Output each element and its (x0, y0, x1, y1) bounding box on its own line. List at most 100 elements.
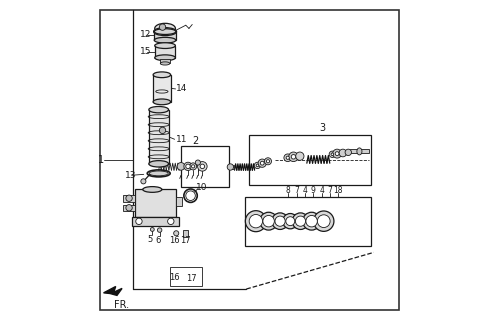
Circle shape (295, 216, 305, 226)
Text: 16: 16 (169, 273, 180, 282)
Circle shape (272, 213, 288, 229)
Circle shape (284, 154, 291, 162)
Circle shape (186, 164, 190, 169)
Bar (245, 197, 371, 246)
Bar (153, 75, 171, 102)
Circle shape (195, 160, 201, 165)
Circle shape (260, 161, 264, 165)
Polygon shape (104, 286, 122, 295)
Circle shape (184, 162, 192, 171)
Circle shape (200, 164, 205, 169)
Ellipse shape (154, 37, 176, 43)
Circle shape (174, 231, 179, 236)
Ellipse shape (153, 99, 171, 105)
Bar (132, 217, 180, 226)
Circle shape (333, 149, 342, 158)
Circle shape (254, 162, 260, 169)
Text: 4: 4 (303, 186, 308, 195)
Circle shape (264, 158, 271, 165)
Ellipse shape (149, 161, 169, 167)
Text: 16: 16 (169, 236, 180, 245)
Circle shape (306, 215, 317, 227)
Text: 5: 5 (148, 235, 153, 244)
Ellipse shape (186, 191, 195, 200)
Bar (160, 59, 170, 63)
Bar (123, 204, 135, 211)
Circle shape (286, 217, 295, 226)
Circle shape (335, 152, 339, 156)
Circle shape (292, 213, 309, 229)
Text: 12: 12 (140, 30, 152, 39)
Bar (155, 46, 176, 58)
Circle shape (227, 164, 234, 170)
Bar (180, 165, 187, 168)
Circle shape (289, 152, 298, 162)
Text: 14: 14 (176, 84, 188, 93)
Circle shape (256, 164, 259, 167)
Circle shape (296, 152, 304, 160)
Bar (149, 110, 169, 164)
Text: 3: 3 (319, 123, 326, 133)
Text: 2: 2 (192, 136, 199, 146)
Ellipse shape (357, 148, 362, 155)
Text: 17: 17 (186, 274, 197, 283)
Circle shape (345, 149, 351, 156)
Circle shape (331, 153, 334, 156)
Text: 8: 8 (285, 186, 290, 195)
Circle shape (159, 24, 166, 30)
Bar (176, 197, 182, 206)
Text: 11: 11 (176, 135, 187, 144)
Text: 10: 10 (196, 183, 208, 192)
Ellipse shape (153, 72, 171, 78)
Circle shape (190, 163, 197, 170)
Ellipse shape (149, 107, 169, 113)
Text: 7: 7 (327, 186, 332, 195)
Text: FR.: FR. (114, 300, 129, 310)
Ellipse shape (149, 171, 168, 176)
Ellipse shape (155, 23, 176, 34)
Bar (350, 149, 369, 154)
Text: 7: 7 (294, 186, 299, 195)
Circle shape (291, 155, 296, 159)
Bar (170, 267, 202, 286)
Circle shape (141, 179, 146, 184)
Bar (183, 230, 188, 237)
Circle shape (150, 228, 154, 231)
Ellipse shape (143, 187, 162, 192)
Bar (250, 134, 371, 186)
Ellipse shape (154, 28, 177, 36)
Circle shape (303, 212, 320, 230)
Ellipse shape (154, 29, 176, 35)
Circle shape (339, 149, 347, 157)
Text: 1: 1 (98, 155, 104, 165)
Circle shape (177, 163, 185, 170)
Circle shape (329, 151, 335, 157)
Text: 18: 18 (333, 186, 343, 195)
Circle shape (249, 214, 262, 228)
Ellipse shape (155, 43, 176, 49)
Circle shape (266, 160, 269, 163)
Circle shape (192, 165, 195, 168)
Circle shape (263, 215, 274, 227)
Circle shape (246, 211, 266, 232)
Ellipse shape (160, 62, 170, 65)
Circle shape (313, 211, 334, 231)
Circle shape (286, 156, 289, 159)
Bar (181, 146, 229, 187)
Text: 4: 4 (319, 186, 324, 195)
Ellipse shape (126, 195, 132, 201)
Text: 17: 17 (180, 236, 191, 245)
Bar (154, 31, 176, 40)
Circle shape (259, 212, 277, 230)
Circle shape (198, 162, 207, 171)
Text: 13: 13 (125, 171, 137, 180)
Ellipse shape (126, 204, 132, 211)
Circle shape (157, 228, 162, 232)
Circle shape (159, 127, 166, 133)
Circle shape (136, 218, 142, 225)
Circle shape (258, 159, 266, 167)
Text: 6: 6 (155, 236, 161, 245)
Bar (229, 165, 234, 169)
Circle shape (282, 213, 298, 229)
Circle shape (317, 215, 330, 228)
